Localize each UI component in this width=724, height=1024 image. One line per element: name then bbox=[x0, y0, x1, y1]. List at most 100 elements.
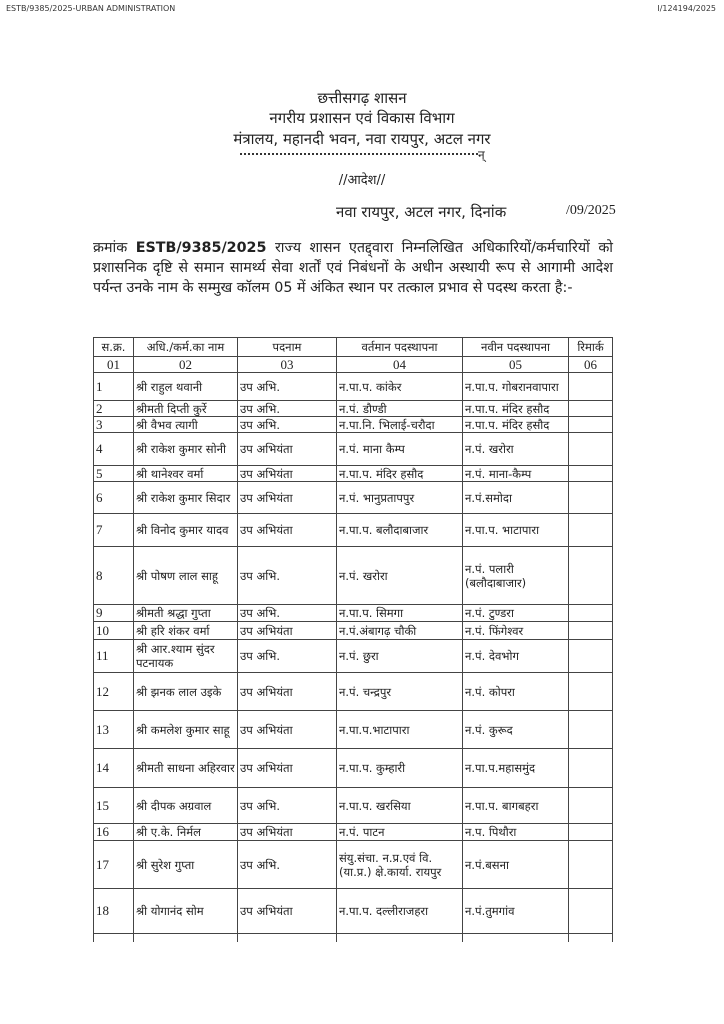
cell-remark bbox=[568, 416, 613, 433]
cell-current-posting: न.पं. खरोरा bbox=[336, 546, 463, 605]
cell-current-posting: न.पा.प. बलौदाबाजार bbox=[336, 513, 463, 547]
order-paragraph: क्रमांक ESTB/9385/2025 राज्य शासन एतद्द्… bbox=[93, 238, 613, 298]
cell-name: श्री योगानंद सोम bbox=[133, 888, 238, 934]
cell-name: श्री झनक लाल उइके bbox=[133, 672, 238, 711]
cell-remark bbox=[568, 840, 613, 889]
column-number-row: 01 02 03 04 05 06 bbox=[93, 356, 613, 373]
cell-serial: 9 bbox=[93, 604, 134, 622]
cell-remark bbox=[568, 604, 613, 622]
col-number: 01 bbox=[93, 356, 134, 373]
place-line: नवा रायपुर, अटल नगर, दिनांक bbox=[336, 203, 507, 221]
cell-designation: उप अभियंता bbox=[237, 481, 337, 514]
cell-name: श्री सुरेश गुप्ता bbox=[133, 840, 238, 889]
table-row: 14 श्रीमती साधना अहिरवार उप अभियंता न.पा.प.… bbox=[93, 748, 613, 788]
header-remark: रिमार्क bbox=[568, 337, 613, 357]
cell-name: श्री थानेश्वर वर्मा bbox=[133, 465, 238, 482]
cell-current-posting: न.पा.प. सिमगा bbox=[336, 604, 463, 622]
header-new-posting: नवीन पदस्थापना bbox=[462, 337, 569, 357]
letterhead-government: छत्तीसगढ़ शासन bbox=[317, 89, 407, 107]
table-row: 6 श्री राकेश कुमार सिदार उप अभियंता न.पं. भ… bbox=[93, 481, 613, 514]
cell-serial: 13 bbox=[93, 710, 134, 749]
cell-new-posting: न.पं. माना-कैम्प bbox=[462, 465, 569, 482]
cell-serial: 14 bbox=[93, 748, 134, 788]
table-row: 17 श्री सुरेश गुप्ता उप अभि. संयु.संचा. न.प… bbox=[93, 840, 613, 889]
cell-name: श्री राकेश कुमार सिदार bbox=[133, 481, 238, 514]
col-number: 04 bbox=[336, 356, 463, 373]
cell-empty bbox=[133, 933, 238, 942]
order-text: राज्य शासन एतद्द्वारा निम्नलिखित अधिकारि… bbox=[93, 240, 613, 296]
cell-name: श्री कमलेश कुमार साहू bbox=[133, 710, 238, 749]
cell-name: श्रीमती साधना अहिरवार bbox=[133, 748, 238, 788]
order-date: /09/2025 bbox=[566, 203, 616, 218]
cell-serial: 3 bbox=[93, 416, 134, 433]
table-row: 12 श्री झनक लाल उइके उप अभियंता न.पं. चन्द्… bbox=[93, 672, 613, 711]
cell-new-posting: न.पा.प. गोबरानवापारा bbox=[462, 372, 569, 401]
cell-current-posting: न.पा.प. कुम्हारी bbox=[336, 748, 463, 788]
cell-serial: 15 bbox=[93, 787, 134, 824]
cell-designation: उप अभि. bbox=[237, 400, 337, 417]
cell-name: श्री पोषण लाल साहू bbox=[133, 546, 238, 605]
cell-current-posting: न.पं. डौण्डी bbox=[336, 400, 463, 417]
cell-empty bbox=[93, 933, 134, 942]
cell-new-posting: न.पा.प.महासमुंद bbox=[462, 748, 569, 788]
letterhead-address: मंत्रालय, महानदी भवन, नवा रायपुर, अटल नग… bbox=[233, 130, 491, 148]
cell-designation: उप अभि. bbox=[237, 416, 337, 433]
cell-name: श्री आर.श्याम सुंदर पटनायक bbox=[133, 639, 238, 673]
table-row: 9 श्रीमती श्रद्धा गुप्ता उप अभि. न.पा.प. सि… bbox=[93, 604, 613, 622]
cell-new-posting: न.पं.समोदा bbox=[462, 481, 569, 514]
cell-empty bbox=[336, 933, 463, 942]
cell-current-posting: न.पं. छुरा bbox=[336, 639, 463, 673]
cell-serial: 1 bbox=[93, 372, 134, 401]
table-row-continued bbox=[93, 933, 613, 942]
table-row: 1 श्री राहुल थवानी उप अभि. न.पा.प. कांकेर न.… bbox=[93, 372, 613, 401]
cell-remark bbox=[568, 621, 613, 640]
cell-designation: उप अभि. bbox=[237, 372, 337, 401]
cell-serial: 17 bbox=[93, 840, 134, 889]
cell-empty bbox=[462, 933, 569, 942]
cell-new-posting: न.प. पिथौरा bbox=[462, 823, 569, 841]
cell-new-posting: न.पा.प. भाटापारा bbox=[462, 513, 569, 547]
cell-remark bbox=[568, 710, 613, 749]
cell-current-posting: न.पा.प. कांकेर bbox=[336, 372, 463, 401]
cell-name: श्री दीपक अग्रवाल bbox=[133, 787, 238, 824]
cell-name: श्रीमती दिप्ती कुर्रे bbox=[133, 400, 238, 417]
table-row: 5 श्री थानेश्वर वर्मा उप अभियंता न.पा.प. मं… bbox=[93, 465, 613, 482]
cell-new-posting: न.पा.प. मंदिर हसौद bbox=[462, 400, 569, 417]
cell-name: श्रीमती श्रद्धा गुप्ता bbox=[133, 604, 238, 622]
cell-name: श्री हरि शंकर वर्मा bbox=[133, 621, 238, 640]
table-row: 8 श्री पोषण लाल साहू उप अभि. न.पं. खरोरा न.प… bbox=[93, 546, 613, 605]
cell-current-posting: न.पं. चन्द्रपुर bbox=[336, 672, 463, 711]
cell-remark bbox=[568, 823, 613, 841]
cell-new-posting: न.पं. देवभोग bbox=[462, 639, 569, 673]
cell-current-posting: न.पं.अंबागढ़ चौकी bbox=[336, 621, 463, 640]
cell-remark bbox=[568, 748, 613, 788]
cell-remark bbox=[568, 639, 613, 673]
inward-number: I/124194/2025 bbox=[657, 4, 716, 13]
cell-designation: उप अभियंता bbox=[237, 710, 337, 749]
cell-remark bbox=[568, 513, 613, 547]
table-row: 3 श्री वैभव त्यागी उप अभि. न.पा.नि. भिलाई-च… bbox=[93, 416, 613, 433]
cell-remark bbox=[568, 372, 613, 401]
cell-new-posting: न.पा.प. मंदिर हसौद bbox=[462, 416, 569, 433]
col-number: 03 bbox=[237, 356, 337, 373]
cell-new-posting: न.पं. पलारी (बलौदाबाजार) bbox=[462, 546, 569, 605]
cell-designation: उप अभि. bbox=[237, 787, 337, 824]
cell-current-posting: संयु.संचा. न.प्र.एवं वि. (या.प्र.) क्षे.… bbox=[336, 840, 463, 889]
file-reference: ESTB/9385/2025-URBAN ADMINISTRATION bbox=[6, 4, 176, 13]
cell-current-posting: न.पा.प. दल्लीराजहरा bbox=[336, 888, 463, 934]
cell-designation: उप अभि. bbox=[237, 840, 337, 889]
cell-designation: उप अभियंता bbox=[237, 748, 337, 788]
table-row: 18 श्री योगानंद सोम उप अभियंता न.पा.प. दल्ल… bbox=[93, 888, 613, 934]
cell-designation: उप अभियंता bbox=[237, 823, 337, 841]
table-row: 10 श्री हरि शंकर वर्मा उप अभियंता न.पं.अंबा… bbox=[93, 621, 613, 640]
col-number: 02 bbox=[133, 356, 238, 373]
cell-remark bbox=[568, 432, 613, 466]
cell-new-posting: न.पं. टुण्डरा bbox=[462, 604, 569, 622]
cell-designation: उप अभि. bbox=[237, 604, 337, 622]
cell-serial: 2 bbox=[93, 400, 134, 417]
cell-serial: 12 bbox=[93, 672, 134, 711]
col-number: 05 bbox=[462, 356, 569, 373]
cell-current-posting: न.पं. पाटन bbox=[336, 823, 463, 841]
cell-designation: उप अभियंता bbox=[237, 432, 337, 466]
cell-name: श्री राहुल थवानी bbox=[133, 372, 238, 401]
